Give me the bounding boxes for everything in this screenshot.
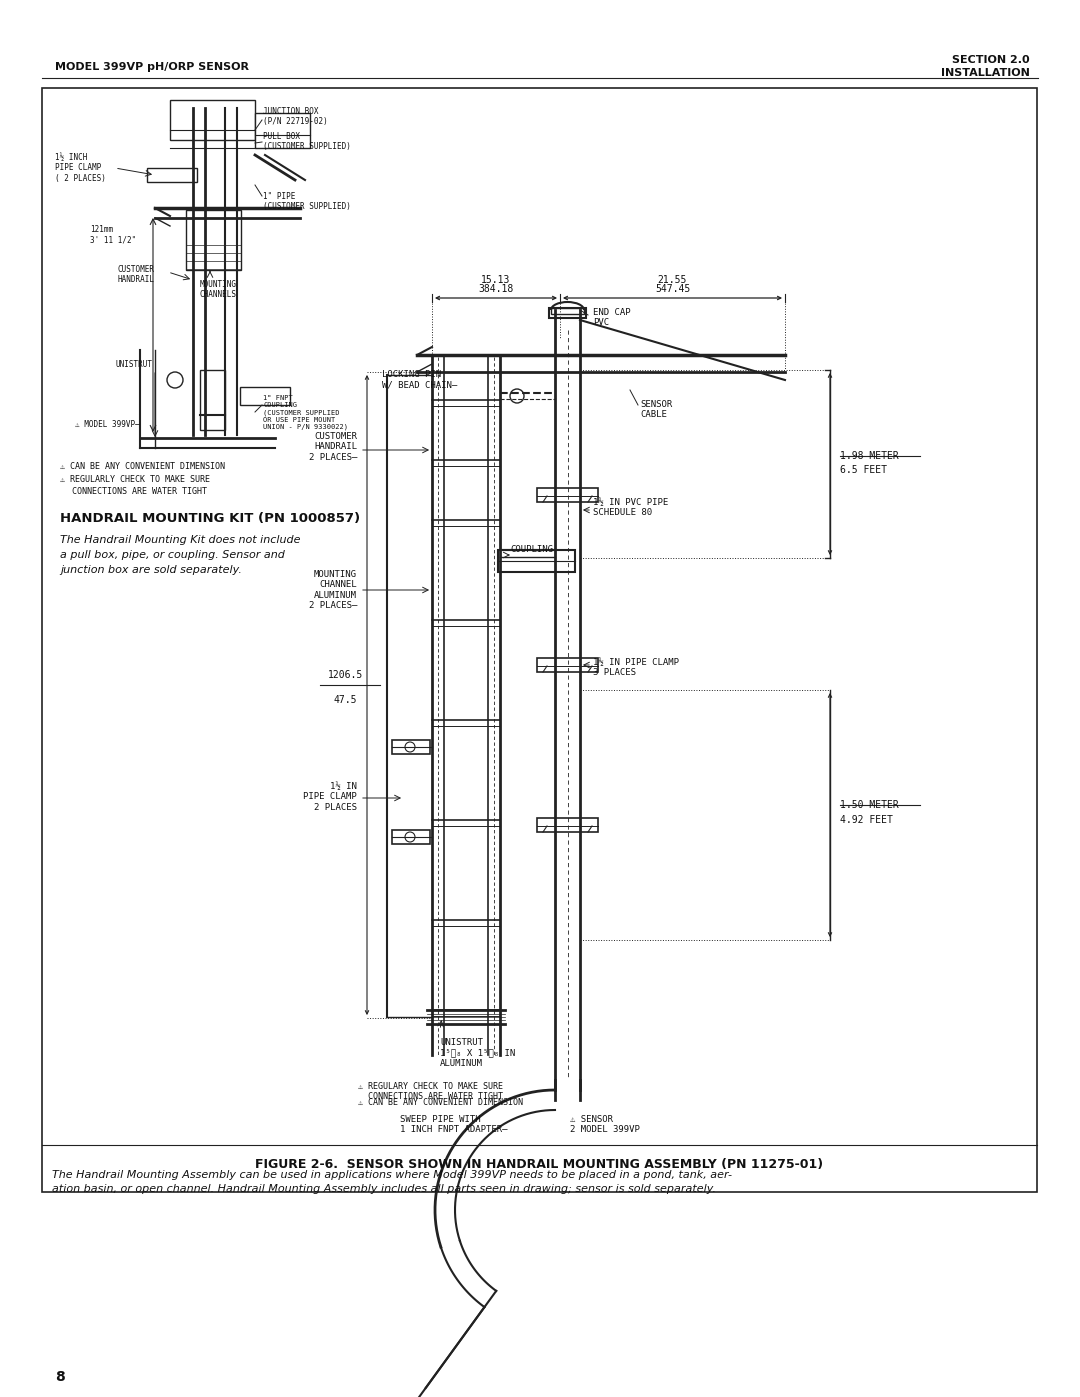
Bar xyxy=(42,88,1037,1192)
Bar xyxy=(147,168,197,182)
Text: LOCKING PIN
W/ BEAD CHAIN—: LOCKING PIN W/ BEAD CHAIN— xyxy=(382,370,457,390)
Text: END CAP
PVC: END CAP PVC xyxy=(593,307,631,327)
Bar xyxy=(549,307,586,319)
Bar xyxy=(498,550,575,571)
Bar xyxy=(551,307,584,314)
Text: COUPLING: COUPLING xyxy=(510,545,553,555)
Text: ⚠ MODEL 399VP—: ⚠ MODEL 399VP— xyxy=(75,420,139,429)
Text: 8: 8 xyxy=(55,1370,65,1384)
Text: 47.5: 47.5 xyxy=(334,694,356,705)
Text: a pull box, pipe, or coupling. Sensor and: a pull box, pipe, or coupling. Sensor an… xyxy=(60,550,285,560)
Text: HANDRAIL MOUNTING KIT (PN 1000857): HANDRAIL MOUNTING KIT (PN 1000857) xyxy=(60,511,360,525)
Text: 1206.5: 1206.5 xyxy=(327,671,363,680)
Text: CUSTOMER
HANDRAIL
2 PLACES—: CUSTOMER HANDRAIL 2 PLACES— xyxy=(309,432,357,462)
Text: 21.55: 21.55 xyxy=(658,275,687,285)
Text: ⚠ CAN BE ANY CONVENIENT DIMENSION: ⚠ CAN BE ANY CONVENIENT DIMENSION xyxy=(357,1098,523,1106)
Text: ⚠ SENSOR
2 MODEL 399VP: ⚠ SENSOR 2 MODEL 399VP xyxy=(570,1115,639,1134)
Text: ation basin, or open channel. Handrail Mounting Assembly includes all parts seen: ation basin, or open channel. Handrail M… xyxy=(52,1185,716,1194)
Bar xyxy=(537,819,598,833)
Text: ⚠ CAN BE ANY CONVENIENT DIMENSION: ⚠ CAN BE ANY CONVENIENT DIMENSION xyxy=(60,462,225,471)
Text: INSTALLATION: INSTALLATION xyxy=(941,68,1030,78)
Text: 121mm
3' 11 1/2": 121mm 3' 11 1/2" xyxy=(90,225,136,244)
Text: FIGURE 2-6.  SENSOR SHOWN IN HANDRAIL MOUNTING ASSEMBLY (PN 11275-01): FIGURE 2-6. SENSOR SHOWN IN HANDRAIL MOU… xyxy=(256,1158,824,1171)
Text: 547.45: 547.45 xyxy=(654,284,690,293)
Text: 1½ IN PVC PIPE
SCHEDULE 80: 1½ IN PVC PIPE SCHEDULE 80 xyxy=(593,497,669,517)
Text: 15.13: 15.13 xyxy=(482,275,511,285)
Text: The Handrail Mounting Assembly can be used in applications where Model 399VP nee: The Handrail Mounting Assembly can be us… xyxy=(52,1171,732,1180)
Text: MODEL 399VP pH/ORP SENSOR: MODEL 399VP pH/ORP SENSOR xyxy=(55,61,249,73)
Text: 4.92 FEET: 4.92 FEET xyxy=(840,814,893,826)
Text: 1" PIPE
(CUSTOMER SUPPLIED): 1" PIPE (CUSTOMER SUPPLIED) xyxy=(264,191,351,211)
Text: 1.98 METER: 1.98 METER xyxy=(840,451,899,461)
Circle shape xyxy=(405,742,415,752)
Text: SENSOR
CABLE: SENSOR CABLE xyxy=(640,400,672,419)
Text: 1" FNPT
COUPLING
(CUSTOMER SUPPLIED
OR USE PIPE MOUNT
UNION - P/N 9330022): 1" FNPT COUPLING (CUSTOMER SUPPLIED OR U… xyxy=(264,395,348,430)
Text: The Handrail Mounting Kit does not include: The Handrail Mounting Kit does not inclu… xyxy=(60,535,300,545)
Text: ⚠ REGULARY CHECK TO MAKE SURE
  CONNECTIONS ARE WATER TIGHT: ⚠ REGULARY CHECK TO MAKE SURE CONNECTION… xyxy=(357,1083,503,1101)
Text: 6.5 FEET: 6.5 FEET xyxy=(840,465,887,475)
Text: ⚠ REGULARLY CHECK TO MAKE SURE: ⚠ REGULARLY CHECK TO MAKE SURE xyxy=(60,475,210,483)
Text: UNISTRUT
1⁵⁄₈ X 1⁵⁄₈ IN
ALUMINUM: UNISTRUT 1⁵⁄₈ X 1⁵⁄₈ IN ALUMINUM xyxy=(440,1038,515,1067)
Text: MOUNTING
CHANNELS: MOUNTING CHANNELS xyxy=(200,279,237,299)
Circle shape xyxy=(167,372,183,388)
Circle shape xyxy=(405,833,415,842)
Text: SWEEP PIPE WITH
1 INCH FNPT ADAPTER—: SWEEP PIPE WITH 1 INCH FNPT ADAPTER— xyxy=(400,1115,508,1134)
Text: MOUNTING
CHANNEL
ALUMINUM
2 PLACES—: MOUNTING CHANNEL ALUMINUM 2 PLACES— xyxy=(309,570,357,610)
Bar xyxy=(537,488,598,502)
Text: PULL BOX
(CUSTOMER SUPPLIED): PULL BOX (CUSTOMER SUPPLIED) xyxy=(264,131,351,151)
Bar xyxy=(392,740,430,754)
Text: SECTION 2.0: SECTION 2.0 xyxy=(953,54,1030,66)
Text: 1½ IN
PIPE CLAMP
2 PLACES: 1½ IN PIPE CLAMP 2 PLACES xyxy=(303,782,357,812)
Bar xyxy=(240,387,291,405)
Text: 1½ IN PIPE CLAMP
3 PLACES: 1½ IN PIPE CLAMP 3 PLACES xyxy=(593,658,679,678)
Circle shape xyxy=(510,388,524,402)
Bar xyxy=(255,113,310,148)
Text: 1½ INCH
PIPE CLAMP
( 2 PLACES): 1½ INCH PIPE CLAMP ( 2 PLACES) xyxy=(55,154,106,183)
Bar xyxy=(537,658,598,672)
Text: UNISTRUT: UNISTRUT xyxy=(116,360,153,369)
Bar xyxy=(170,101,255,140)
Text: CUSTOMER
HANDRAIL: CUSTOMER HANDRAIL xyxy=(118,265,156,285)
Text: CONNECTIONS ARE WATER TIGHT: CONNECTIONS ARE WATER TIGHT xyxy=(72,488,207,496)
Bar xyxy=(200,370,225,430)
Text: 384.18: 384.18 xyxy=(478,284,514,293)
Text: 1.50 METER: 1.50 METER xyxy=(840,800,899,810)
Text: JUNCTION BOX
(P/N 22719-02): JUNCTION BOX (P/N 22719-02) xyxy=(264,108,327,126)
Bar xyxy=(392,830,430,844)
Text: junction box are sold separately.: junction box are sold separately. xyxy=(60,564,242,576)
Bar xyxy=(186,210,241,270)
